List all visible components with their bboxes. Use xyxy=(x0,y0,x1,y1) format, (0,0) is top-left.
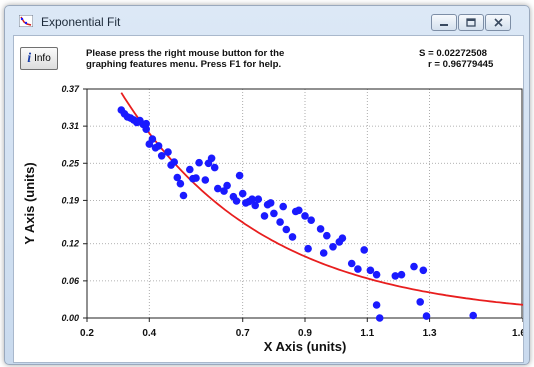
y-tick-label: 0.37 xyxy=(61,84,80,94)
data-point xyxy=(157,152,166,160)
scatter-chart[interactable]: 0.000.060.120.190.250.310.37 0.2 0.4 0.7 0.… xyxy=(14,36,523,362)
data-point xyxy=(186,165,194,174)
stat-r: r = 0.96779445 xyxy=(428,59,494,70)
data-point xyxy=(276,218,284,226)
x-tick-label: 1.6 xyxy=(512,328,523,339)
data-point xyxy=(288,233,297,241)
data-point xyxy=(260,212,269,220)
data-point xyxy=(176,179,185,188)
tick-marks xyxy=(83,88,523,322)
y-tick-label: 0.19 xyxy=(61,195,79,205)
data-point xyxy=(214,184,222,193)
data-point xyxy=(164,148,172,156)
data-point xyxy=(235,171,244,180)
data-point xyxy=(360,246,369,254)
data-point xyxy=(416,298,425,306)
app-window: Exponential Fit i Info Please press the … xyxy=(4,5,530,365)
data-point xyxy=(270,209,278,218)
y-tick-label: 0.00 xyxy=(61,313,79,323)
data-point xyxy=(304,244,312,253)
graph-area[interactable]: i Info Please press the right mouse butt… xyxy=(13,35,524,363)
x-tick-labels: 0.2 0.4 0.7 0.9 1.1 1.3 1.6 xyxy=(80,328,523,339)
info-button-label: Info xyxy=(34,53,51,64)
data-point xyxy=(469,311,478,320)
maximize-button[interactable] xyxy=(458,14,484,31)
data-point xyxy=(148,135,157,143)
window-title: Exponential Fit xyxy=(41,15,121,29)
fit-curve-group xyxy=(120,92,523,306)
data-point xyxy=(223,181,231,190)
data-point xyxy=(210,163,219,172)
stat-s: S = 0.02272508 xyxy=(419,48,488,59)
data-point xyxy=(375,314,384,322)
data-point xyxy=(347,259,356,268)
x-tick-label: 1.3 xyxy=(423,328,437,339)
info-icon: i xyxy=(27,50,32,66)
app-chart-icon xyxy=(19,15,33,27)
data-point xyxy=(207,154,216,163)
data-point xyxy=(323,231,331,240)
close-icon xyxy=(493,18,503,27)
data-point xyxy=(354,265,362,273)
data-point xyxy=(170,158,178,166)
x-tick-label: 0.4 xyxy=(142,328,156,339)
grid-lines xyxy=(87,89,522,318)
data-point xyxy=(142,119,150,128)
data-point xyxy=(251,201,259,210)
fit-curve-line xyxy=(120,92,523,306)
data-point xyxy=(419,266,428,275)
plot-frame xyxy=(86,88,523,319)
data-point xyxy=(232,197,241,205)
help-message: Please press the right mouse button for … xyxy=(86,48,284,70)
data-point xyxy=(366,266,375,275)
data-point xyxy=(422,312,431,320)
data-point xyxy=(301,212,309,220)
data-point xyxy=(319,249,328,257)
data-point xyxy=(154,142,163,150)
data-point xyxy=(391,272,400,280)
data-point xyxy=(410,262,418,271)
data-point xyxy=(195,158,203,167)
y-tick-label: 0.06 xyxy=(61,276,80,286)
x-axis-label: X Axis (units) xyxy=(264,339,347,354)
help-message-line2: graphing features menu. Press F1 for hel… xyxy=(86,59,282,70)
data-point xyxy=(279,202,288,211)
y-tick-label: 0.25 xyxy=(61,158,80,168)
data-point xyxy=(329,243,337,251)
y-tick-label: 0.12 xyxy=(61,239,79,249)
data-points xyxy=(117,106,478,322)
data-point xyxy=(192,174,200,182)
y-tick-labels: 0.00 0.06 0.12 0.19 0.25 0.31 0.37 xyxy=(61,84,80,323)
y-axis-label: Y Axis (units) xyxy=(22,162,37,244)
maximize-icon xyxy=(466,18,476,27)
data-point xyxy=(173,173,182,182)
x-tick-label: 0.9 xyxy=(298,328,312,339)
x-tick-label: 1.1 xyxy=(360,328,374,339)
data-point xyxy=(372,301,381,309)
data-point xyxy=(397,270,406,279)
info-button[interactable]: i Info xyxy=(20,47,58,70)
close-button[interactable] xyxy=(485,14,511,31)
help-message-line1: Please press the right mouse button for … xyxy=(86,48,285,59)
minimize-icon xyxy=(440,23,448,26)
data-point xyxy=(201,176,210,184)
data-point xyxy=(179,191,188,200)
data-point xyxy=(372,270,381,279)
minimize-button[interactable] xyxy=(431,14,457,31)
data-point xyxy=(316,225,325,233)
title-bar[interactable]: Exponential Fit xyxy=(5,6,529,34)
data-point xyxy=(254,195,263,203)
data-point xyxy=(238,189,247,198)
data-point xyxy=(142,125,150,133)
data-point xyxy=(338,234,347,242)
data-point xyxy=(248,195,256,203)
data-point xyxy=(295,206,303,215)
x-tick-label: 0.7 xyxy=(236,328,250,339)
x-tick-label: 0.2 xyxy=(80,328,94,339)
y-tick-label: 0.31 xyxy=(61,121,79,131)
data-point xyxy=(282,225,291,234)
data-point xyxy=(266,199,275,207)
data-point xyxy=(307,216,316,224)
